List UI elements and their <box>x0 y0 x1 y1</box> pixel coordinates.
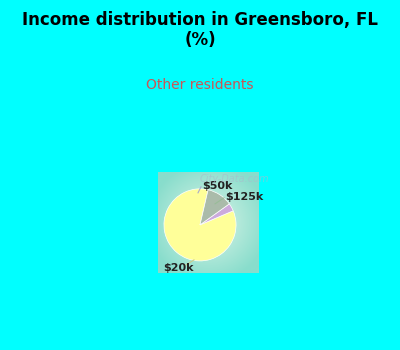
Wedge shape <box>200 190 229 225</box>
Text: Other residents: Other residents <box>146 78 254 92</box>
Text: $20k: $20k <box>163 263 193 273</box>
Text: City-Data.com: City-Data.com <box>199 174 269 184</box>
Wedge shape <box>200 204 233 225</box>
Text: $125k: $125k <box>225 192 263 202</box>
Text: $50k: $50k <box>202 181 232 191</box>
Wedge shape <box>164 189 236 261</box>
Text: Income distribution in Greensboro, FL
(%): Income distribution in Greensboro, FL (%… <box>22 10 378 49</box>
